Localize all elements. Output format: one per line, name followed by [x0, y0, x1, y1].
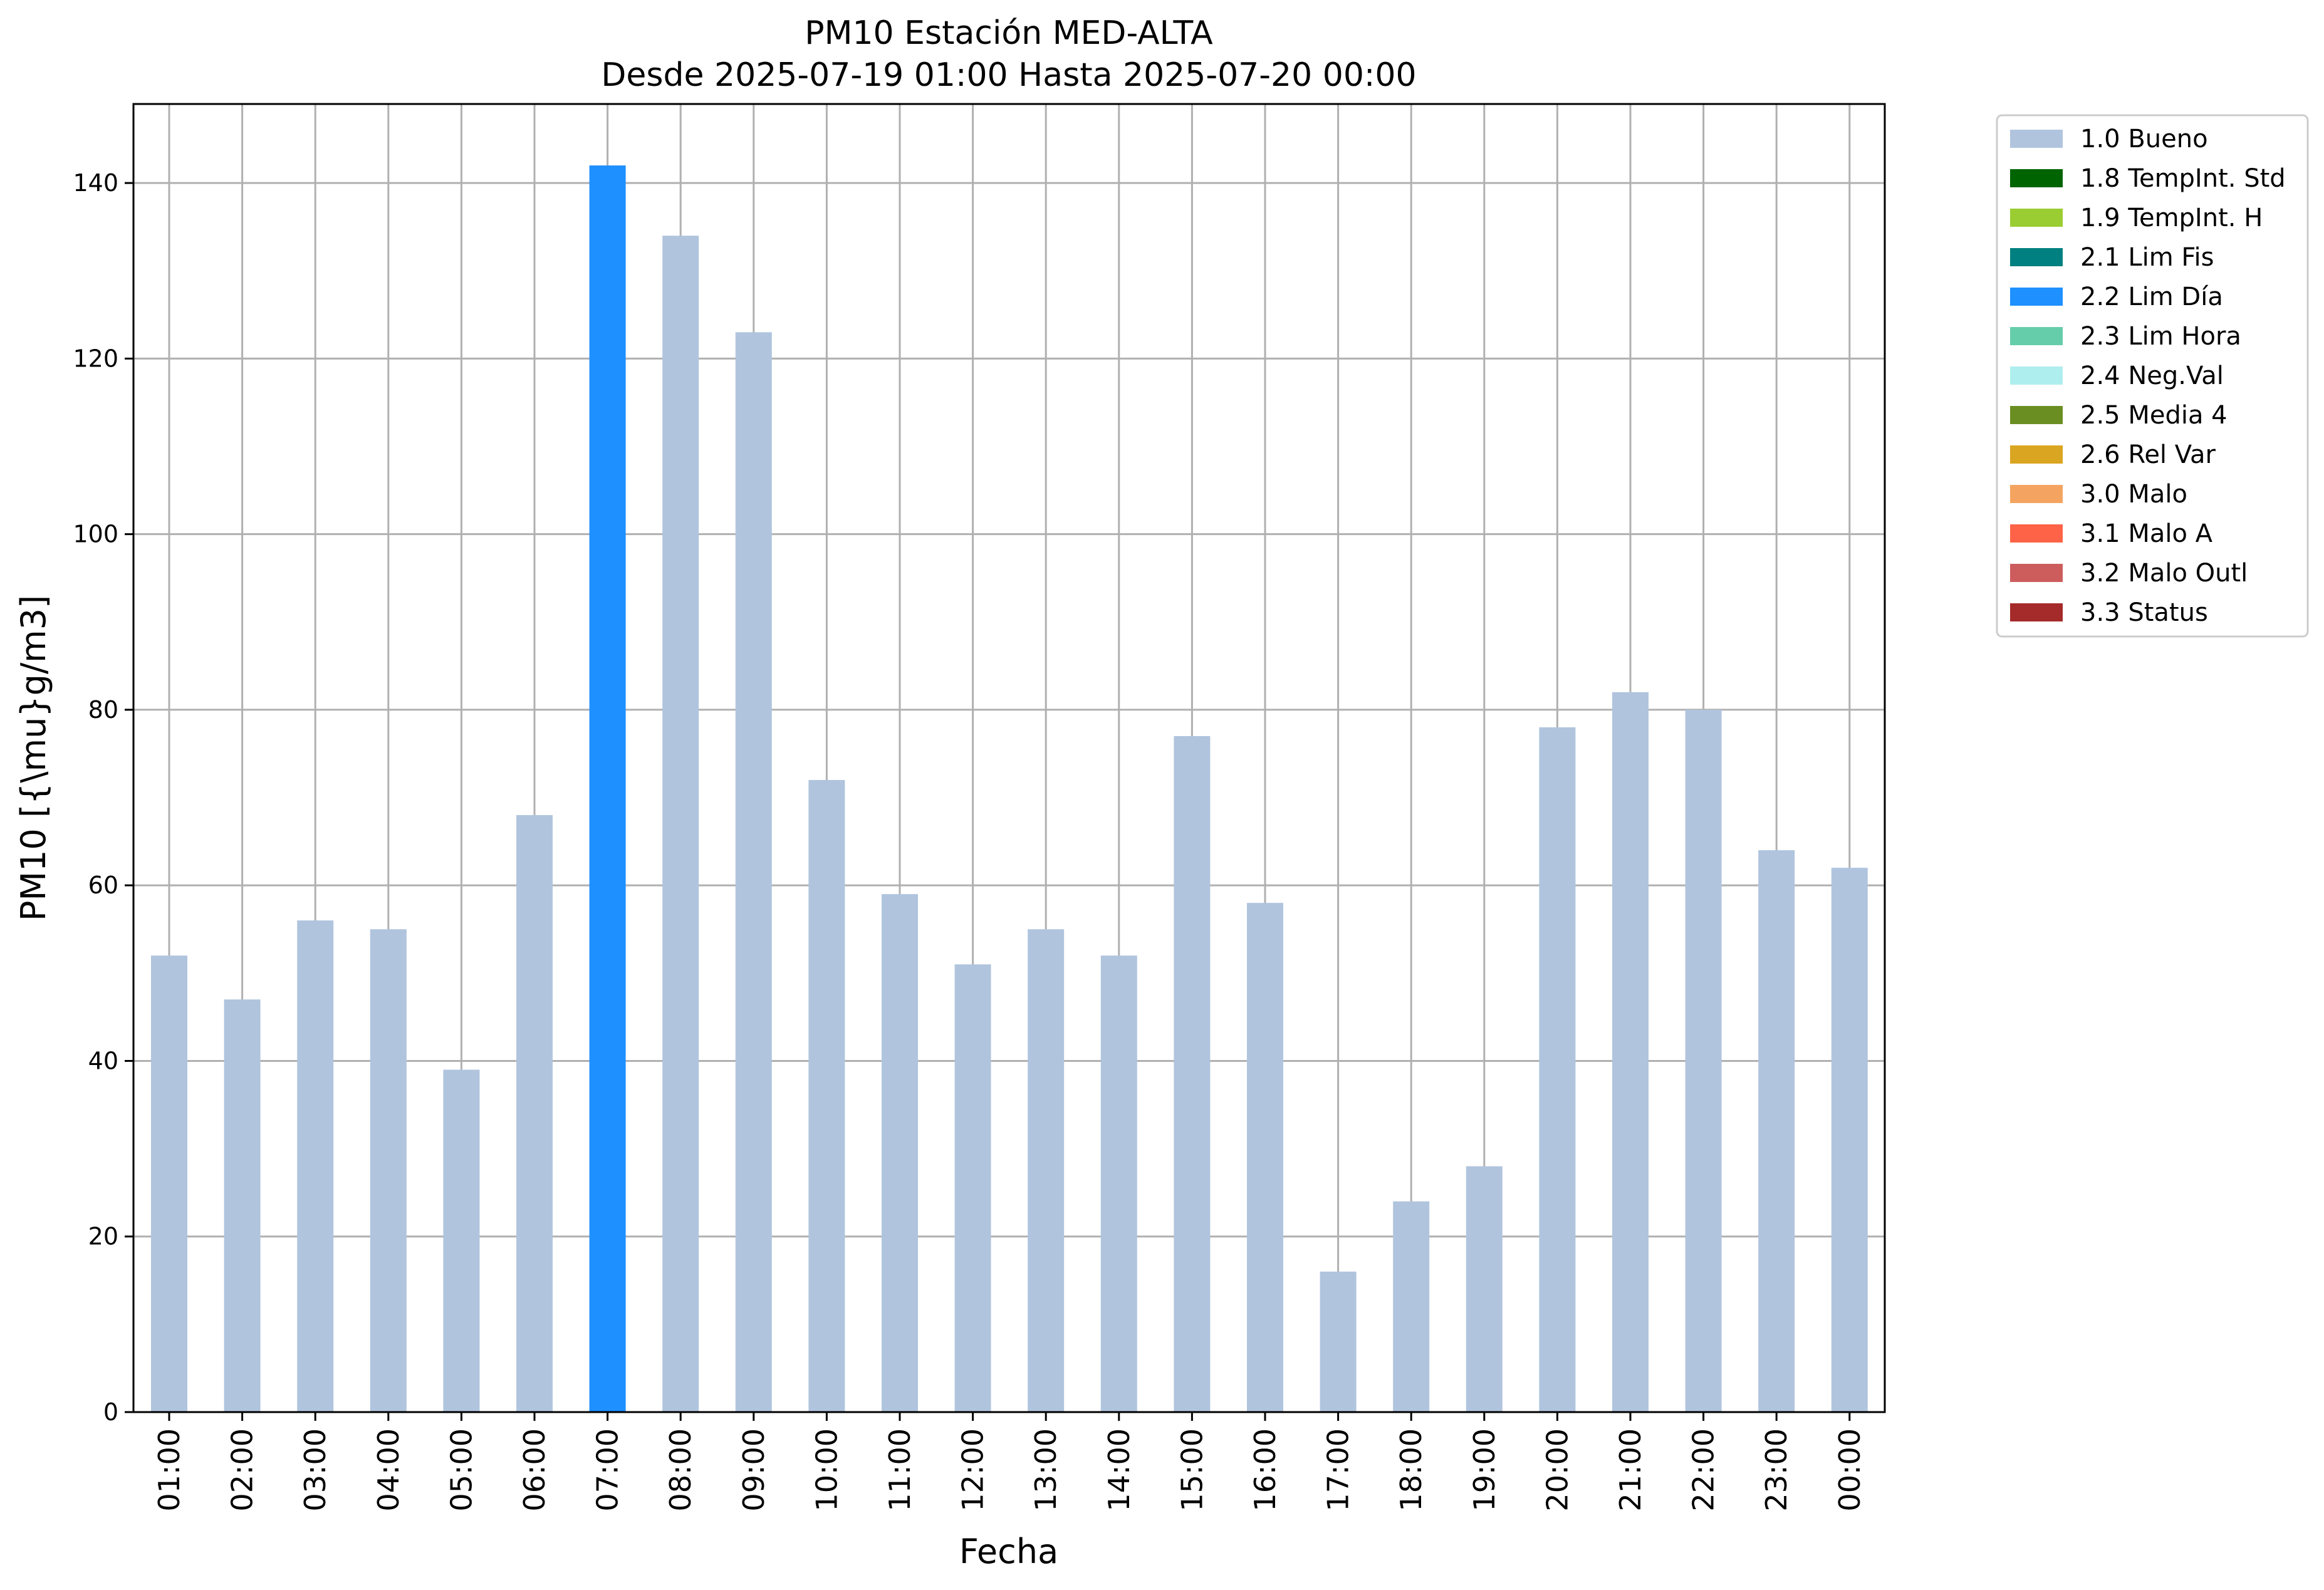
legend-swatch: [2010, 406, 2063, 424]
bar-17:00: [1320, 1271, 1357, 1412]
x-tick-label: 20:00: [1540, 1428, 1574, 1512]
x-tick-label: 12:00: [956, 1428, 990, 1512]
bar-16:00: [1247, 903, 1283, 1412]
legend-frame: [1996, 114, 2309, 638]
legend-swatch: [2010, 445, 2063, 464]
x-tick-label: 03:00: [298, 1428, 332, 1512]
y-axis: 0 20 40 60 80 100 120 140: [73, 169, 133, 1426]
legend-label: 2.4 Neg.Val: [2080, 361, 2224, 390]
bar-02:00: [224, 999, 261, 1412]
legend-label: 3.1 Malo A: [2080, 519, 2213, 548]
x-tick-label: 17:00: [1321, 1428, 1355, 1512]
legend-swatch: [2010, 209, 2063, 227]
x-tick-label: 10:00: [810, 1428, 843, 1512]
bar-03:00: [297, 920, 334, 1412]
legend-swatch: [2010, 564, 2063, 582]
x-tick-label: 11:00: [883, 1428, 917, 1512]
legend-label: 2.1 Lim Fis: [2080, 243, 2214, 272]
bar-13:00: [1028, 929, 1065, 1412]
bar-19:00: [1466, 1166, 1503, 1412]
y-tick-label: 140: [73, 169, 118, 197]
bar-07:00: [589, 165, 626, 1412]
legend-label: 2.5 Media 4: [2080, 401, 2228, 430]
bar-01:00: [151, 955, 187, 1412]
y-tick-label: 60: [88, 871, 118, 899]
x-tick-label: 04:00: [372, 1428, 405, 1512]
bar-10:00: [808, 780, 845, 1412]
bar-06:00: [516, 815, 553, 1412]
legend-label: 2.3 Lim Hora: [2080, 322, 2241, 351]
bar-12:00: [954, 964, 991, 1412]
legend-swatch: [2010, 288, 2063, 306]
y-tick-label: 20: [88, 1223, 118, 1250]
bar-14:00: [1100, 955, 1137, 1412]
y-tick-label: 80: [88, 696, 118, 724]
legend-label: 2.2 Lim Día: [2080, 283, 2223, 311]
x-tick-label: 16:00: [1248, 1428, 1282, 1512]
x-axis: 01:00 02:00 03:00 04:00 05:00 06:00 07:00 08:00…: [152, 1412, 1867, 1512]
legend-swatch: [2010, 248, 2063, 266]
bar-layer: [151, 165, 1868, 1412]
legend-swatch: [2010, 327, 2063, 345]
legend-swatch: [2010, 130, 2063, 148]
bar-11:00: [882, 894, 918, 1412]
x-tick-label: 05:00: [444, 1428, 478, 1512]
bar-15:00: [1174, 735, 1211, 1412]
x-tick-label: 15:00: [1175, 1428, 1209, 1512]
y-tick-label: 0: [103, 1398, 118, 1426]
y-tick-label: 100: [73, 521, 118, 548]
bar-08:00: [662, 236, 699, 1412]
x-tick-label: 01:00: [152, 1428, 186, 1512]
x-tick-label: 06:00: [518, 1428, 551, 1512]
legend-label: 1.0 Bueno: [2080, 125, 2208, 153]
bar-23:00: [1758, 850, 1795, 1412]
bar-05:00: [443, 1069, 480, 1412]
x-tick-label: 19:00: [1467, 1428, 1501, 1512]
legend-swatch: [2010, 366, 2063, 385]
x-tick-label: 18:00: [1394, 1428, 1428, 1512]
y-tick-label: 40: [88, 1047, 118, 1074]
legend-label: 1.8 TempInt. Std: [2080, 164, 2286, 193]
bar-09:00: [735, 332, 772, 1412]
x-axis-label: Fecha: [959, 1532, 1058, 1571]
legend-label: 3.2 Malo Outl: [2080, 559, 2248, 588]
legend-label: 2.6 Rel Var: [2080, 440, 2216, 469]
x-tick-label: 21:00: [1613, 1428, 1647, 1512]
bar-22:00: [1685, 709, 1722, 1412]
y-tick-label: 120: [73, 345, 118, 372]
legend-swatch: [2010, 603, 2063, 621]
x-tick-label: 13:00: [1029, 1428, 1063, 1512]
legend-label: 3.0 Malo: [2080, 480, 2187, 509]
x-tick-label: 23:00: [1759, 1428, 1793, 1512]
legend-swatch: [2010, 524, 2063, 543]
x-tick-label: 02:00: [226, 1428, 259, 1512]
x-tick-label: 00:00: [1833, 1428, 1867, 1512]
chart-title: PM10 Estación MED-ALTA: [805, 14, 1213, 52]
legend: 1.0 Bueno 1.8 TempInt. Std 1.9 TempInt. H 2…: [1996, 114, 2309, 638]
bar-00:00: [1831, 868, 1868, 1412]
plot-frame: [132, 103, 1886, 1413]
chart-subtitle: Desde 2025-07-19 01:00 Hasta 2025-07-20 …: [601, 56, 1416, 94]
x-tick-label: 08:00: [664, 1428, 697, 1512]
bar-04:00: [370, 929, 407, 1412]
x-tick-label: 14:00: [1102, 1428, 1136, 1512]
legend-label: 1.9 TempInt. H: [2080, 204, 2263, 232]
bar-20:00: [1539, 727, 1576, 1412]
legend-items: 1.0 Bueno 1.8 TempInt. Std 1.9 TempInt. H 2…: [2010, 125, 2286, 627]
legend-label: 3.3 Status: [2080, 598, 2208, 627]
x-tick-label: 09:00: [737, 1428, 771, 1512]
x-tick-label: 07:00: [591, 1428, 625, 1512]
bar-21:00: [1612, 692, 1649, 1412]
legend-swatch: [2010, 169, 2063, 187]
bar-18:00: [1393, 1201, 1430, 1412]
legend-swatch: [2010, 485, 2063, 503]
y-axis-label: PM10 [{\mu}g/m3]: [14, 595, 53, 921]
x-tick-label: 22:00: [1687, 1428, 1721, 1512]
